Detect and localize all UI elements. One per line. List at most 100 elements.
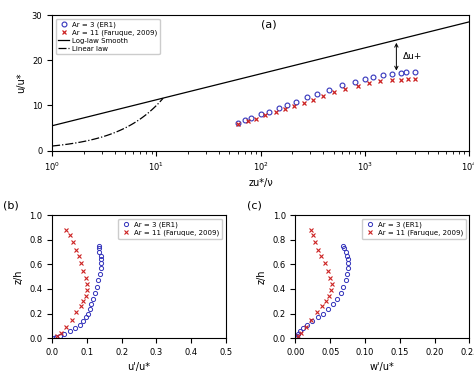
Ar = 3 (ER1) — [304, 322, 310, 327]
Linear law — [112, 130, 118, 135]
Linear law — [65, 142, 71, 146]
Linear law — [135, 119, 141, 123]
Ar = 3 (ER1) — [276, 106, 282, 111]
Text: (c): (c) — [247, 200, 262, 210]
Ar = 3 (ER1) — [98, 261, 104, 265]
Log-law Smooth — [275, 67, 281, 72]
Y-axis label: z/h: z/h — [257, 269, 267, 284]
Ar = 3 (ER1) — [370, 75, 376, 80]
Ar = 3 (ER1) — [92, 290, 98, 295]
Legend: Ar = 3 (ER1), Ar = 11 (Faruque, 2009): Ar = 3 (ER1), Ar = 11 (Faruque, 2009) — [118, 218, 222, 239]
Ar = 3 (ER1) — [97, 272, 103, 277]
Ar = 11 (Faruque, 2009) — [329, 282, 335, 287]
Ar = 11 (Faruque, 2009) — [262, 113, 268, 118]
Ar = 11 (Faruque, 2009) — [312, 240, 318, 244]
Ar = 3 (ER1) — [343, 278, 348, 283]
Ar = 11 (Faruque, 2009) — [63, 228, 69, 232]
Linear law — [159, 97, 165, 101]
Linear law — [154, 103, 160, 107]
Log-law Smooth — [456, 22, 462, 27]
Linear law — [143, 112, 149, 117]
Linear law — [157, 100, 163, 104]
Ar = 3 (ER1) — [98, 257, 104, 262]
Ar = 11 (Faruque, 2009) — [84, 282, 90, 287]
Ar = 11 (Faruque, 2009) — [81, 299, 86, 304]
Ar = 3 (ER1) — [295, 332, 301, 336]
Ar = 11 (Faruque, 2009) — [319, 253, 324, 258]
Linear law — [144, 112, 150, 116]
Linear law — [146, 109, 152, 114]
Linear law — [78, 140, 83, 144]
Ar = 11 (Faruque, 2009) — [326, 294, 332, 299]
Y-axis label: u/u*: u/u* — [16, 73, 26, 93]
Ar = 11 (Faruque, 2009) — [67, 233, 73, 237]
Ar = 11 (Faruque, 2009) — [310, 233, 316, 237]
Linear law — [150, 107, 155, 111]
Linear law — [82, 139, 88, 143]
Linear law — [138, 116, 144, 121]
Ar = 11 (Faruque, 2009) — [315, 247, 320, 252]
Linear law — [128, 122, 134, 127]
Ar = 3 (ER1) — [345, 257, 350, 262]
Log-law Smooth — [49, 124, 55, 128]
Line: Ar = 11 (Faruque, 2009): Ar = 11 (Faruque, 2009) — [296, 228, 334, 339]
Ar = 3 (ER1) — [300, 326, 306, 331]
Linear law — [127, 123, 133, 128]
Ar = 3 (ER1) — [334, 296, 340, 301]
Ar = 11 (Faruque, 2009) — [389, 78, 394, 82]
Linear law — [152, 105, 158, 109]
Ar = 3 (ER1) — [325, 306, 331, 311]
Linear law — [140, 114, 146, 119]
Ar = 3 (ER1) — [389, 71, 394, 76]
Ar = 3 (ER1) — [57, 334, 63, 338]
Ar = 11 (Faruque, 2009) — [82, 294, 88, 299]
Ar = 3 (ER1) — [398, 71, 403, 75]
Linear law — [151, 106, 156, 110]
Linear law — [148, 109, 154, 113]
Ar = 3 (ER1) — [326, 87, 332, 92]
Ar = 3 (ER1) — [96, 244, 102, 248]
Ar = 11 (Faruque, 2009) — [58, 331, 64, 336]
Legend: Ar = 3 (ER1), Ar = 11 (Faruque, 2009), Log-law Smooth, Linear law: Ar = 3 (ER1), Ar = 11 (Faruque, 2009), L… — [55, 19, 160, 54]
X-axis label: zu*/ν: zu*/ν — [248, 178, 273, 188]
Log-law Smooth — [250, 73, 255, 78]
Ar = 3 (ER1) — [98, 253, 104, 258]
Linear law — [121, 126, 127, 131]
X-axis label: u'/u*: u'/u* — [128, 363, 151, 372]
Line: Ar = 3 (ER1): Ar = 3 (ER1) — [235, 69, 417, 125]
Ar = 3 (ER1) — [341, 284, 346, 289]
Linear law — [125, 124, 131, 129]
Ar = 3 (ER1) — [51, 335, 57, 340]
Ar = 11 (Faruque, 2009) — [328, 276, 333, 280]
Line: Log-law Smooth: Log-law Smooth — [52, 22, 469, 126]
Ar = 11 (Faruque, 2009) — [292, 104, 297, 108]
Ar = 3 (ER1) — [338, 290, 344, 295]
Ar = 3 (ER1) — [62, 332, 67, 336]
Ar = 3 (ER1) — [404, 70, 410, 74]
Ar = 11 (Faruque, 2009) — [320, 94, 326, 98]
Linear law — [98, 135, 104, 139]
Ar = 3 (ER1) — [293, 100, 299, 104]
Ar = 11 (Faruque, 2009) — [325, 268, 331, 273]
Ar = 3 (ER1) — [72, 326, 78, 331]
Ar = 11 (Faruque, 2009) — [355, 83, 360, 88]
Linear law — [153, 104, 159, 108]
Linear law — [110, 131, 116, 136]
Ar = 11 (Faruque, 2009) — [301, 100, 307, 105]
Ar = 11 (Faruque, 2009) — [377, 79, 383, 83]
Ar = 11 (Faruque, 2009) — [73, 310, 79, 315]
Ar = 3 (ER1) — [345, 261, 350, 265]
Ar = 11 (Faruque, 2009) — [63, 325, 69, 329]
Linear law — [117, 128, 123, 133]
Linear law — [87, 138, 92, 142]
Text: (b): (b) — [3, 200, 19, 210]
Ar = 3 (ER1) — [339, 83, 345, 87]
Ar = 3 (ER1) — [293, 335, 299, 339]
Ar = 11 (Faruque, 2009) — [253, 116, 259, 121]
Ar = 3 (ER1) — [95, 278, 101, 283]
Linear law — [104, 133, 110, 138]
Text: Δu+: Δu+ — [403, 52, 422, 61]
Ar = 3 (ER1) — [344, 272, 350, 277]
Ar = 3 (ER1) — [85, 311, 91, 316]
Line: Ar = 3 (ER1): Ar = 3 (ER1) — [52, 244, 103, 340]
